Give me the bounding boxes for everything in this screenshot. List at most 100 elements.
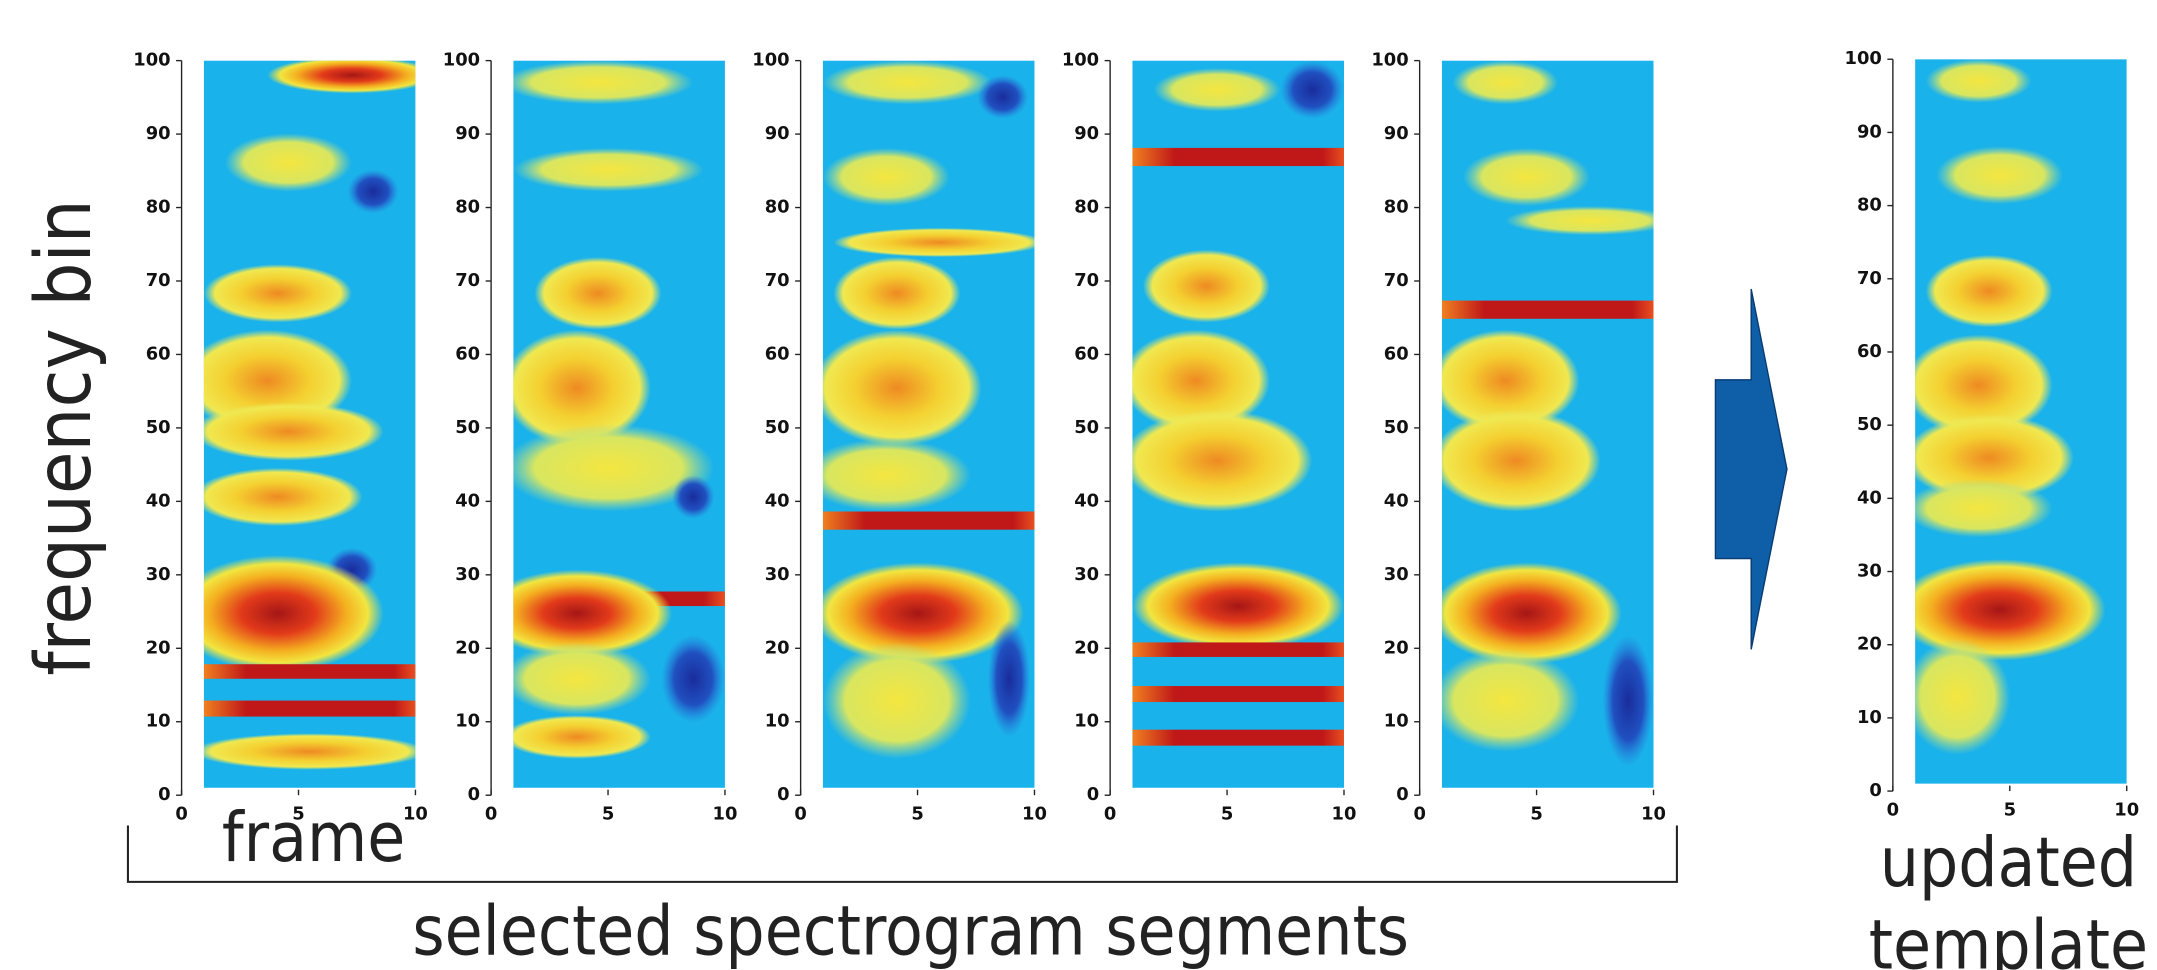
spectrogram (822, 60, 1035, 788)
x-tick-label: 10 (1641, 803, 1666, 824)
x-tick-label: 0 (175, 803, 187, 824)
y-tick-label: 40 (1857, 487, 1882, 508)
y-tick-label: 90 (1857, 121, 1882, 142)
y-tick-label: 100 (133, 50, 170, 71)
result-label: template (1869, 905, 2148, 970)
x-tick-label: 10 (1332, 803, 1357, 824)
y-tick-label: 80 (1857, 195, 1882, 216)
y-tick-label: 50 (765, 417, 790, 438)
x-tick-label: 5 (1221, 803, 1233, 824)
y-tick-label: 40 (146, 490, 171, 511)
y-tick-label: 100 (1062, 50, 1099, 71)
y-tick-label: 80 (146, 197, 171, 218)
x-tick-label: 0 (794, 803, 806, 824)
spectrogram (513, 60, 725, 788)
y-tick-label: 30 (455, 564, 480, 585)
x-tick-label: 5 (2004, 799, 2016, 820)
spectrogram (1915, 59, 2127, 784)
x-tick-label: 0 (1104, 803, 1116, 824)
y-tick-label: 90 (455, 123, 480, 144)
y-tick-label: 50 (1857, 414, 1882, 435)
y-tick-label: 20 (1384, 637, 1409, 658)
x-tick-label: 5 (1530, 803, 1542, 824)
y-tick-label: 0 (158, 784, 170, 805)
x-tick-label: 5 (911, 803, 923, 824)
y-tick-label: 40 (455, 490, 480, 511)
x-tick-label: 0 (485, 803, 497, 824)
y-tick-label: 100 (1371, 50, 1408, 71)
y-tick-label: 70 (765, 270, 790, 291)
spectrogram (203, 60, 416, 788)
y-tick-label: 10 (765, 711, 790, 732)
y-tick-label: 50 (455, 417, 480, 438)
x-tick-label: 10 (2114, 799, 2139, 820)
y-tick-label: 0 (1087, 784, 1099, 805)
y-tick-label: 100 (443, 50, 480, 71)
y-tick-label: 40 (765, 490, 790, 511)
y-tick-label: 0 (468, 784, 480, 805)
y-tick-label: 30 (1857, 561, 1882, 582)
y-tick-label: 10 (1074, 711, 1099, 732)
result-label: updated (1880, 823, 2137, 903)
y-tick-label: 50 (1074, 417, 1099, 438)
y-tick-label: 70 (455, 270, 480, 291)
y-tick-label: 100 (1845, 48, 1882, 69)
y-tick-label: 20 (765, 637, 790, 658)
arrow (1714, 288, 1788, 650)
y-tick-label: 80 (1384, 197, 1409, 218)
spectrogram (1441, 60, 1654, 788)
x-tick-label: 5 (602, 803, 614, 824)
y-tick-label: 0 (1869, 780, 1881, 801)
x-tick-label: 0 (1413, 803, 1425, 824)
y-tick-label: 0 (777, 784, 789, 805)
spectrogram (1132, 60, 1344, 788)
x-tick-label: 10 (403, 803, 428, 824)
y-tick-label: 90 (1074, 123, 1099, 144)
y-tick-label: 90 (146, 123, 171, 144)
y-tick-label: 80 (455, 197, 480, 218)
y-tick-label: 0 (1396, 784, 1408, 805)
group-bracket (126, 825, 1678, 883)
y-tick-label: 30 (1384, 564, 1409, 585)
y-tick-label: 70 (1384, 270, 1409, 291)
x-tick-label: 5 (292, 803, 304, 824)
y-tick-label: 80 (765, 197, 790, 218)
x-tick-label: 10 (1022, 803, 1047, 824)
y-tick-label: 20 (455, 637, 480, 658)
y-tick-label: 60 (455, 343, 480, 364)
y-tick-label: 10 (146, 711, 171, 732)
y-tick-label: 90 (1384, 123, 1409, 144)
group-label: selected spectrogram segments (412, 892, 1409, 970)
y-tick-label: 60 (1074, 343, 1099, 364)
x-tick-label: 10 (713, 803, 738, 824)
y-tick-label: 70 (1857, 268, 1882, 289)
y-tick-label: 20 (146, 637, 171, 658)
y-tick-label: 20 (1857, 634, 1882, 655)
y-tick-label: 70 (146, 270, 171, 291)
y-tick-label: 70 (1074, 270, 1099, 291)
y-tick-label: 10 (455, 711, 480, 732)
y-tick-label: 60 (1857, 341, 1882, 362)
y-tick-label: 100 (752, 50, 789, 71)
y-tick-label: 50 (146, 417, 171, 438)
y-tick-label: 40 (1074, 490, 1099, 511)
y-axis-label: frequency bin (19, 199, 109, 676)
y-tick-label: 60 (765, 343, 790, 364)
y-tick-label: 90 (765, 123, 790, 144)
x-tick-label: 0 (1887, 799, 1899, 820)
y-tick-label: 20 (1074, 637, 1099, 658)
y-tick-label: 60 (146, 343, 171, 364)
y-tick-label: 10 (1857, 707, 1882, 728)
y-tick-label: 80 (1074, 197, 1099, 218)
y-tick-label: 30 (146, 564, 171, 585)
y-tick-label: 30 (765, 564, 790, 585)
y-tick-label: 30 (1074, 564, 1099, 585)
y-tick-label: 60 (1384, 343, 1409, 364)
y-tick-label: 10 (1384, 711, 1409, 732)
x-axis-label: frame (222, 798, 405, 878)
y-tick-label: 40 (1384, 490, 1409, 511)
y-tick-label: 50 (1384, 417, 1409, 438)
